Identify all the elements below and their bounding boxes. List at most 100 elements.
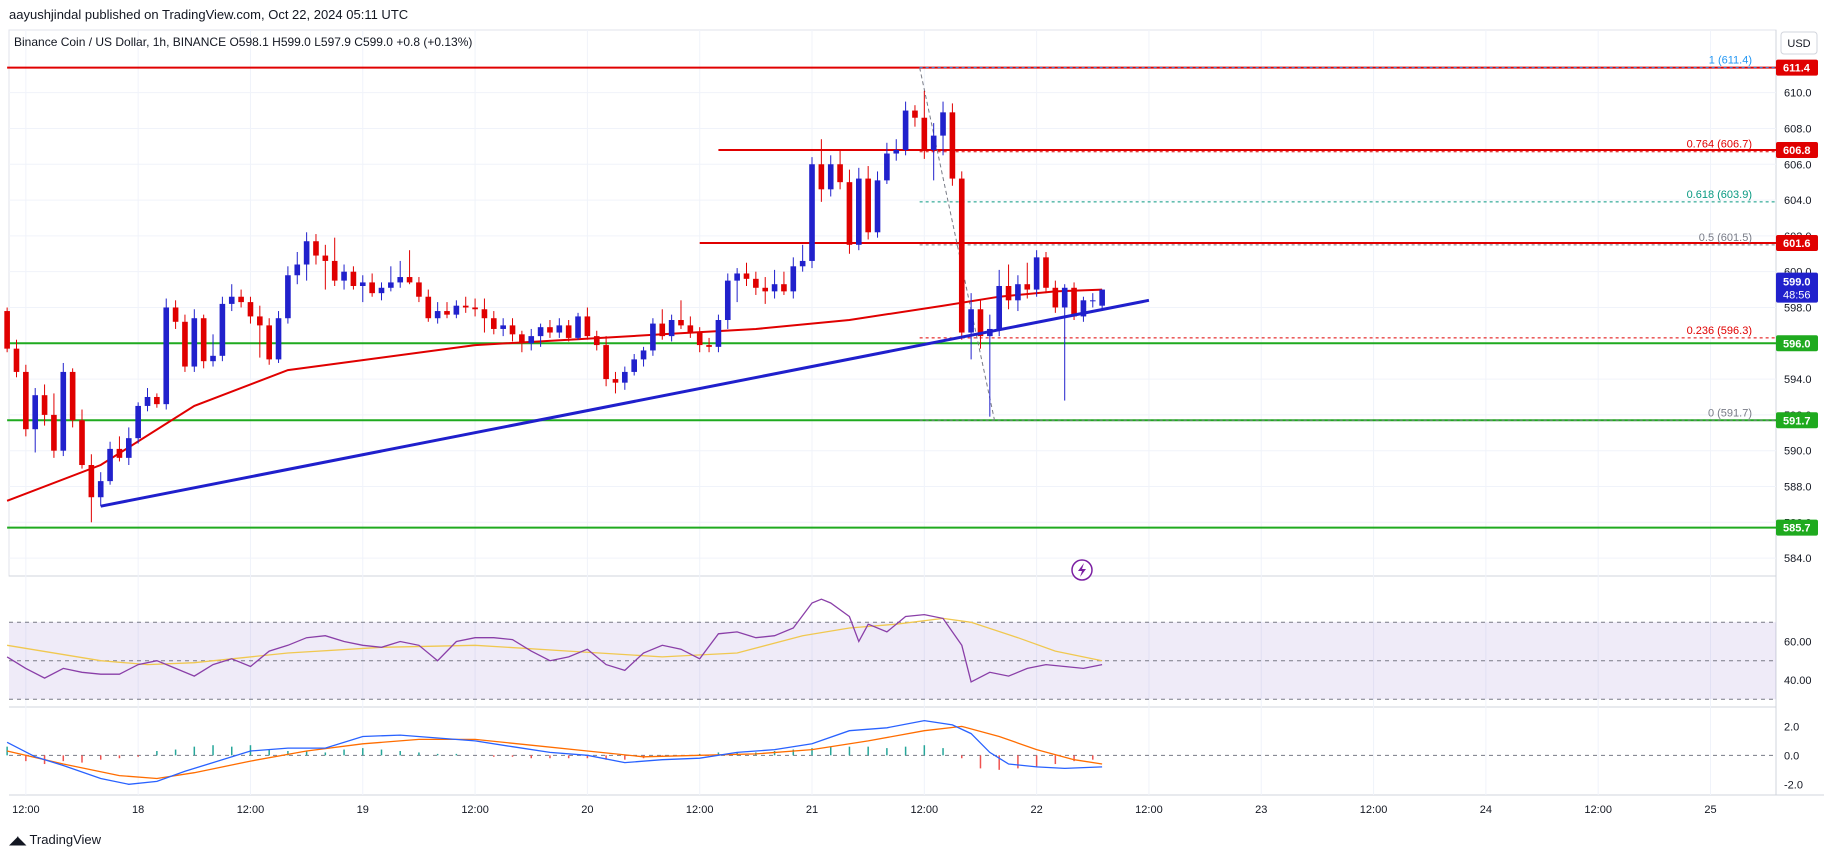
candle-body	[500, 325, 506, 329]
tradingview-mark-icon: ◢◣	[9, 832, 26, 847]
candle	[734, 268, 740, 303]
candle-body	[1071, 287, 1077, 317]
y-tick-label: 610.0	[1784, 88, 1812, 100]
candle	[930, 123, 937, 181]
candle	[453, 300, 460, 319]
candle-body	[650, 323, 656, 351]
candle	[1052, 280, 1059, 313]
candle-body	[341, 271, 347, 281]
fib-level-label: 0.5 (601.5)	[1699, 232, 1752, 244]
candle-body	[257, 316, 263, 326]
trend-line-support[interactable]	[100, 298, 1150, 508]
candle	[753, 271, 759, 295]
candle	[547, 320, 553, 338]
candle	[88, 454, 95, 523]
candle-body	[219, 303, 226, 356]
candle-body	[275, 318, 282, 360]
candle	[1015, 275, 1021, 312]
candle	[154, 393, 160, 408]
candle-body	[874, 180, 881, 233]
candle	[865, 166, 871, 240]
candle	[397, 260, 404, 288]
candle-body	[1089, 300, 1096, 302]
candle-body	[1080, 300, 1087, 317]
candle	[790, 257, 797, 299]
candle	[200, 314, 207, 369]
candle-body	[397, 277, 404, 283]
candle-body	[640, 350, 647, 360]
x-tick-label: 22	[1031, 804, 1043, 816]
candle	[799, 244, 806, 272]
candle	[4, 307, 10, 353]
candle-body	[846, 182, 853, 245]
ohlc-open: 598.1	[239, 35, 269, 49]
candle	[257, 305, 263, 358]
y-tick-label: 606.0	[1784, 159, 1812, 171]
currency-button[interactable]: USD	[1780, 31, 1818, 55]
level-price-label: 606.8	[1783, 145, 1811, 157]
candle-body	[734, 273, 740, 281]
rsi-tick-label: 60.00	[1784, 637, 1812, 649]
x-tick-label: 12:00	[237, 804, 265, 816]
currency-label: USD	[1787, 38, 1810, 50]
candle	[425, 289, 432, 322]
rsi-line	[6, 598, 1103, 683]
tradingview-logo[interactable]: ◢◣ TradingView	[9, 832, 101, 847]
candle	[1033, 250, 1040, 297]
candle-body	[865, 178, 871, 233]
candle	[125, 427, 132, 466]
candle	[528, 328, 535, 351]
candle	[762, 277, 769, 304]
candle-body	[668, 320, 675, 337]
x-tick-label: 12:00	[686, 804, 714, 816]
candle-body	[481, 309, 488, 319]
macd-signal-line	[6, 725, 1103, 780]
candle	[163, 298, 170, 410]
candle	[996, 269, 1003, 337]
candle-body	[631, 359, 637, 372]
candle-body	[790, 266, 797, 292]
level-price-tag	[1776, 235, 1818, 252]
candle	[266, 318, 272, 365]
candle-body	[622, 371, 628, 383]
candle	[51, 393, 57, 458]
svg-text:Binance Coin / US Dollar, 1h,: Binance Coin / US Dollar, 1h, BINANCE O5…	[14, 35, 472, 49]
candle-body	[547, 327, 553, 333]
candle-body	[706, 345, 712, 347]
x-tick-label: 19	[357, 804, 369, 816]
candle-body	[359, 282, 366, 286]
rsi-pane	[6, 598, 1776, 700]
candle-body	[97, 481, 104, 498]
candle	[294, 251, 301, 285]
candle-body	[125, 438, 132, 458]
candle-body	[462, 305, 469, 308]
publisher-line: aayushjindal published on TradingView.co…	[9, 7, 409, 22]
candle-body	[837, 164, 843, 183]
candle	[827, 155, 834, 197]
chart-frame	[8, 29, 1824, 796]
candle-body	[182, 321, 188, 367]
candle	[416, 277, 422, 303]
candle	[1089, 293, 1096, 308]
candle-body	[13, 348, 20, 372]
candle	[519, 330, 525, 353]
macd-tick-label: 0.0	[1784, 750, 1799, 762]
candle	[968, 293, 974, 360]
candle-body	[968, 309, 974, 333]
lightning-icon[interactable]	[1071, 559, 1093, 581]
candle	[490, 311, 497, 335]
candle	[1024, 262, 1031, 299]
candle-body	[519, 334, 525, 344]
level-price-tag	[1776, 59, 1818, 76]
rsi-ma-line	[6, 617, 1103, 666]
candle	[687, 316, 694, 338]
candle	[341, 264, 347, 290]
candle-body	[266, 325, 272, 360]
candle	[1061, 284, 1068, 401]
candle-body	[1005, 285, 1012, 301]
candle-body	[1061, 287, 1068, 308]
candle	[41, 384, 48, 426]
candle-body	[228, 296, 235, 304]
candle	[228, 284, 235, 312]
